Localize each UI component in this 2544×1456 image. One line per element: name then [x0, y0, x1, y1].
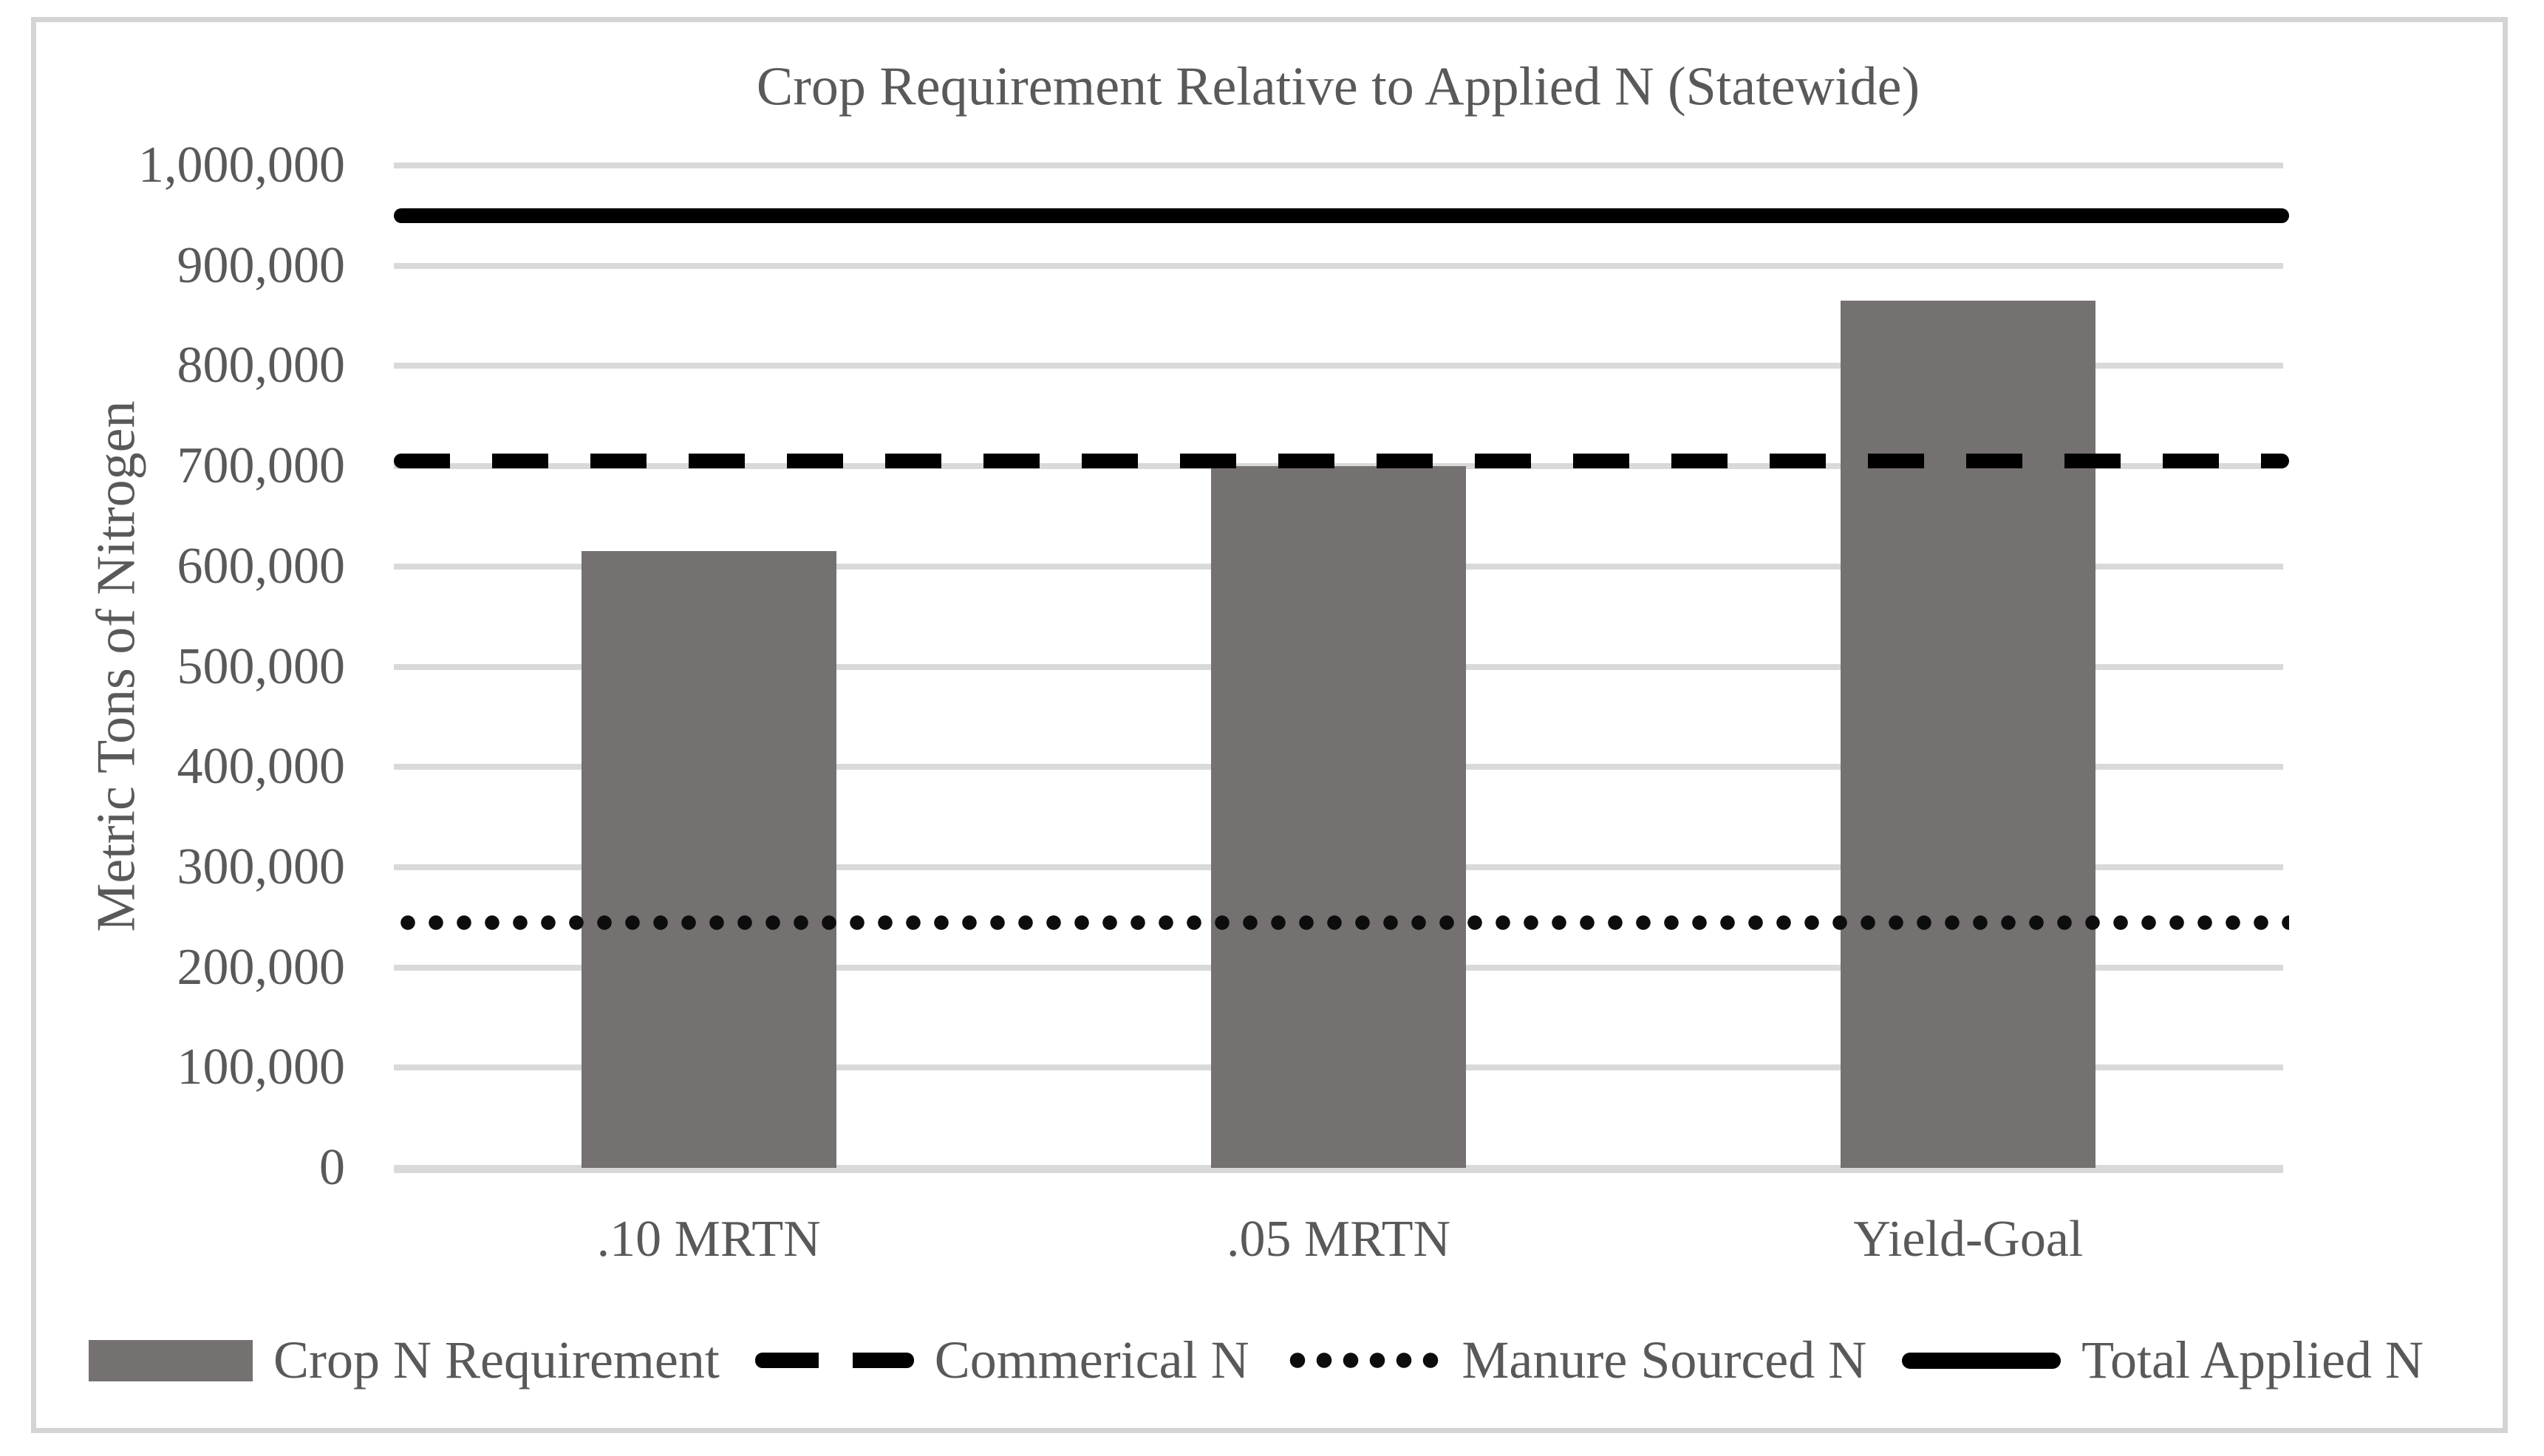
- total-applied-n-line: [394, 208, 2289, 223]
- y-tick-label: 500,000: [177, 638, 346, 695]
- legend-label: Manure Sourced N: [1462, 1330, 1867, 1390]
- legend-label: Crop N Requirement: [273, 1330, 720, 1390]
- legend-swatch-dashed-line: [754, 1353, 914, 1368]
- legend-item-commerical-n: Commerical N: [754, 1330, 1249, 1391]
- legend-item-crop-n-requirement: Crop N Requirement: [89, 1330, 720, 1391]
- legend-label: Total Applied N: [2081, 1330, 2424, 1390]
- x-axis-labels: .10 MRTN .05 MRTN Yield-Goal: [394, 1210, 2283, 1269]
- y-tick-label: 100,000: [177, 1039, 346, 1096]
- y-tick-label: 300,000: [177, 838, 346, 895]
- x-category-label: Yield-Goal: [1853, 1211, 2084, 1268]
- y-axis-title: Metric Tons of Nitrogen: [86, 400, 147, 932]
- y-tick-label: 900,000: [177, 236, 346, 294]
- legend: Crop N Requirement Commerical N Manure Sou…: [44, 1330, 2468, 1391]
- chart-title: Crop Requirement Relative to Applied N (…: [756, 56, 1920, 117]
- crop-n-requirement-bar: [1211, 466, 1466, 1168]
- legend-swatch-solid-line: [1902, 1352, 2062, 1369]
- gridline: [394, 163, 2283, 168]
- legend-item-manure-sourced-n: Manure Sourced N: [1284, 1330, 1866, 1391]
- crop-n-requirement-bar: [1841, 301, 2096, 1168]
- gridline: [394, 262, 2283, 269]
- manure-sourced-n-line: [394, 915, 2289, 930]
- x-category-label: .10 MRTN: [596, 1211, 821, 1268]
- x-category-label: .05 MRTN: [1226, 1211, 1451, 1268]
- gridline: [394, 363, 2283, 369]
- y-tick-label: 200,000: [177, 938, 346, 996]
- y-tick-label: 800,000: [177, 337, 346, 394]
- commerical-n-line: [394, 454, 2289, 469]
- legend-swatch-bar: [89, 1339, 253, 1381]
- y-tick-label: 600,000: [177, 537, 346, 595]
- y-tick-label: 700,000: [177, 437, 346, 495]
- plot-area: 0 100,000 200,000 300,000 400,000 500,000 600,…: [138, 137, 2289, 1196]
- y-tick-label: 400,000: [177, 738, 346, 796]
- legend-swatch-dotted-line: [1284, 1353, 1442, 1368]
- gridline: [394, 1165, 2283, 1173]
- legend-label: Commerical N: [934, 1330, 1249, 1390]
- legend-item-total-applied-n: Total Applied N: [1902, 1330, 2424, 1391]
- y-tick-label: 1,000,000: [138, 137, 345, 194]
- y-tick-label: 0: [319, 1139, 345, 1196]
- crop-n-requirement-bar: [581, 551, 836, 1168]
